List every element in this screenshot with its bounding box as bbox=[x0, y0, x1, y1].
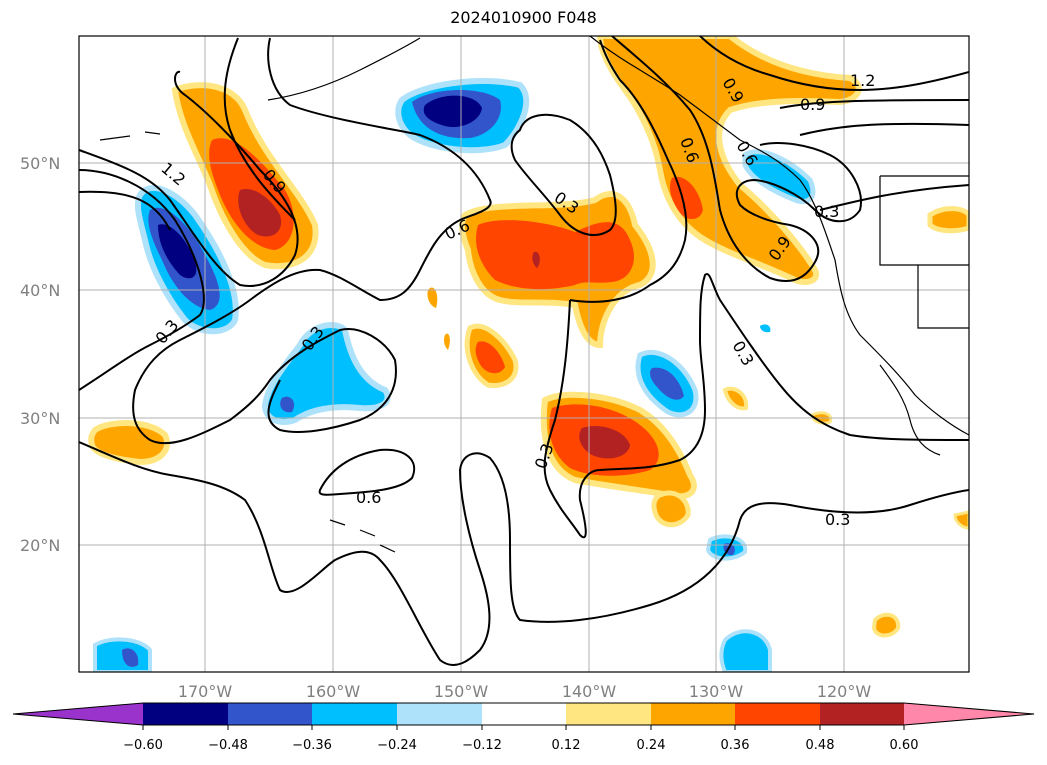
colorbar-segment bbox=[651, 703, 735, 725]
colorbar-segment bbox=[143, 703, 228, 725]
colorbar-tick-label: −0.12 bbox=[462, 738, 502, 753]
lat-label-20n: 20°N bbox=[20, 536, 60, 555]
positive-anomaly-region bbox=[475, 220, 634, 290]
positive-anomaly-region bbox=[722, 386, 749, 411]
colorbar-ticks bbox=[142, 725, 905, 730]
positive-anomaly-region bbox=[532, 251, 540, 268]
contour-label: 1.2 bbox=[850, 71, 875, 90]
positive-anomaly-region bbox=[238, 189, 282, 237]
colorbar: −0.60 −0.48 −0.36 −0.24 −0.12 0.12 0.24 … bbox=[12, 702, 1035, 753]
contour-label: 0.3 bbox=[825, 510, 850, 529]
colorbar-tick-label: 0.48 bbox=[806, 738, 835, 753]
colorbar-segment bbox=[228, 703, 312, 725]
colorbar-segment bbox=[566, 703, 651, 725]
positive-anomaly-region bbox=[927, 206, 969, 234]
colorbar-tick-label: −0.36 bbox=[292, 738, 332, 753]
positive-anomaly-region bbox=[475, 341, 505, 374]
positive-anomaly-region bbox=[871, 612, 901, 638]
positive-anomaly-region bbox=[427, 287, 438, 308]
colorbar-segment bbox=[397, 703, 482, 725]
positive-anomaly-region bbox=[953, 510, 969, 530]
colorbar-segment bbox=[820, 703, 904, 725]
lat-label-30n: 30°N bbox=[20, 409, 60, 428]
colorbar-extend-high bbox=[904, 703, 1034, 725]
lon-label-170w: 170°W bbox=[178, 682, 233, 701]
negative-anomaly-region bbox=[280, 396, 295, 413]
contour-label: 0.9 bbox=[800, 95, 825, 114]
colorbar-tick-label: 0.12 bbox=[552, 738, 581, 753]
positive-anomaly-region bbox=[444, 333, 450, 350]
colorbar-segment bbox=[735, 703, 820, 725]
shading-layer bbox=[88, 36, 969, 672]
positive-anomaly-region bbox=[596, 36, 862, 285]
positive-anomaly-region bbox=[651, 490, 691, 528]
colorbar-tick-label: 0.24 bbox=[637, 738, 666, 753]
colorbar-extend-low bbox=[13, 703, 143, 725]
colorbar-tick-label: −0.48 bbox=[208, 738, 248, 753]
colorbar-tick-label: −0.24 bbox=[377, 738, 417, 753]
negative-anomaly-region bbox=[650, 367, 684, 400]
negative-anomaly-region bbox=[719, 629, 772, 672]
contour-label: 0.6 bbox=[356, 488, 381, 507]
lat-label-40n: 40°N bbox=[20, 281, 60, 300]
negative-anomaly-region bbox=[158, 224, 197, 279]
negative-anomaly-region bbox=[760, 324, 771, 333]
contour-label: 0.3 bbox=[814, 202, 839, 221]
negative-anomaly-region bbox=[423, 95, 482, 128]
lon-label-150w: 150°W bbox=[434, 682, 489, 701]
latitude-labels: 50°N 40°N 30°N 20°N bbox=[20, 154, 60, 555]
coastlines bbox=[99, 36, 969, 553]
lon-label-140w: 140°W bbox=[562, 682, 617, 701]
contour-lines bbox=[79, 36, 969, 666]
map-title: 2024010900 F048 bbox=[450, 8, 597, 27]
positive-anomaly-region bbox=[579, 425, 630, 459]
lon-label-160w: 160°W bbox=[306, 682, 361, 701]
lon-label-120w: 120°W bbox=[817, 682, 872, 701]
contour-label: 0.3 bbox=[729, 338, 758, 370]
lon-label-130w: 130°W bbox=[689, 682, 744, 701]
map-frame bbox=[78, 35, 970, 673]
colorbar-segment bbox=[482, 703, 566, 725]
map-plot-area: 1.2 0.9 0.6 0.3 1.2 0.9 0.9 0.6 0.3 0.6 … bbox=[79, 36, 969, 672]
colorbar-tick-label: 0.60 bbox=[890, 738, 919, 753]
colorbar-tick-label: 0.36 bbox=[721, 738, 750, 753]
gridlines bbox=[79, 36, 969, 672]
longitude-labels: 170°W 160°W 150°W 140°W 130°W 120°W bbox=[178, 682, 872, 701]
colorbar-segment bbox=[312, 703, 397, 725]
negative-anomaly-region bbox=[122, 648, 139, 667]
colorbar-tick-label: −0.60 bbox=[123, 738, 163, 753]
lat-label-50n: 50°N bbox=[20, 154, 60, 173]
positive-anomaly-region bbox=[88, 420, 170, 466]
